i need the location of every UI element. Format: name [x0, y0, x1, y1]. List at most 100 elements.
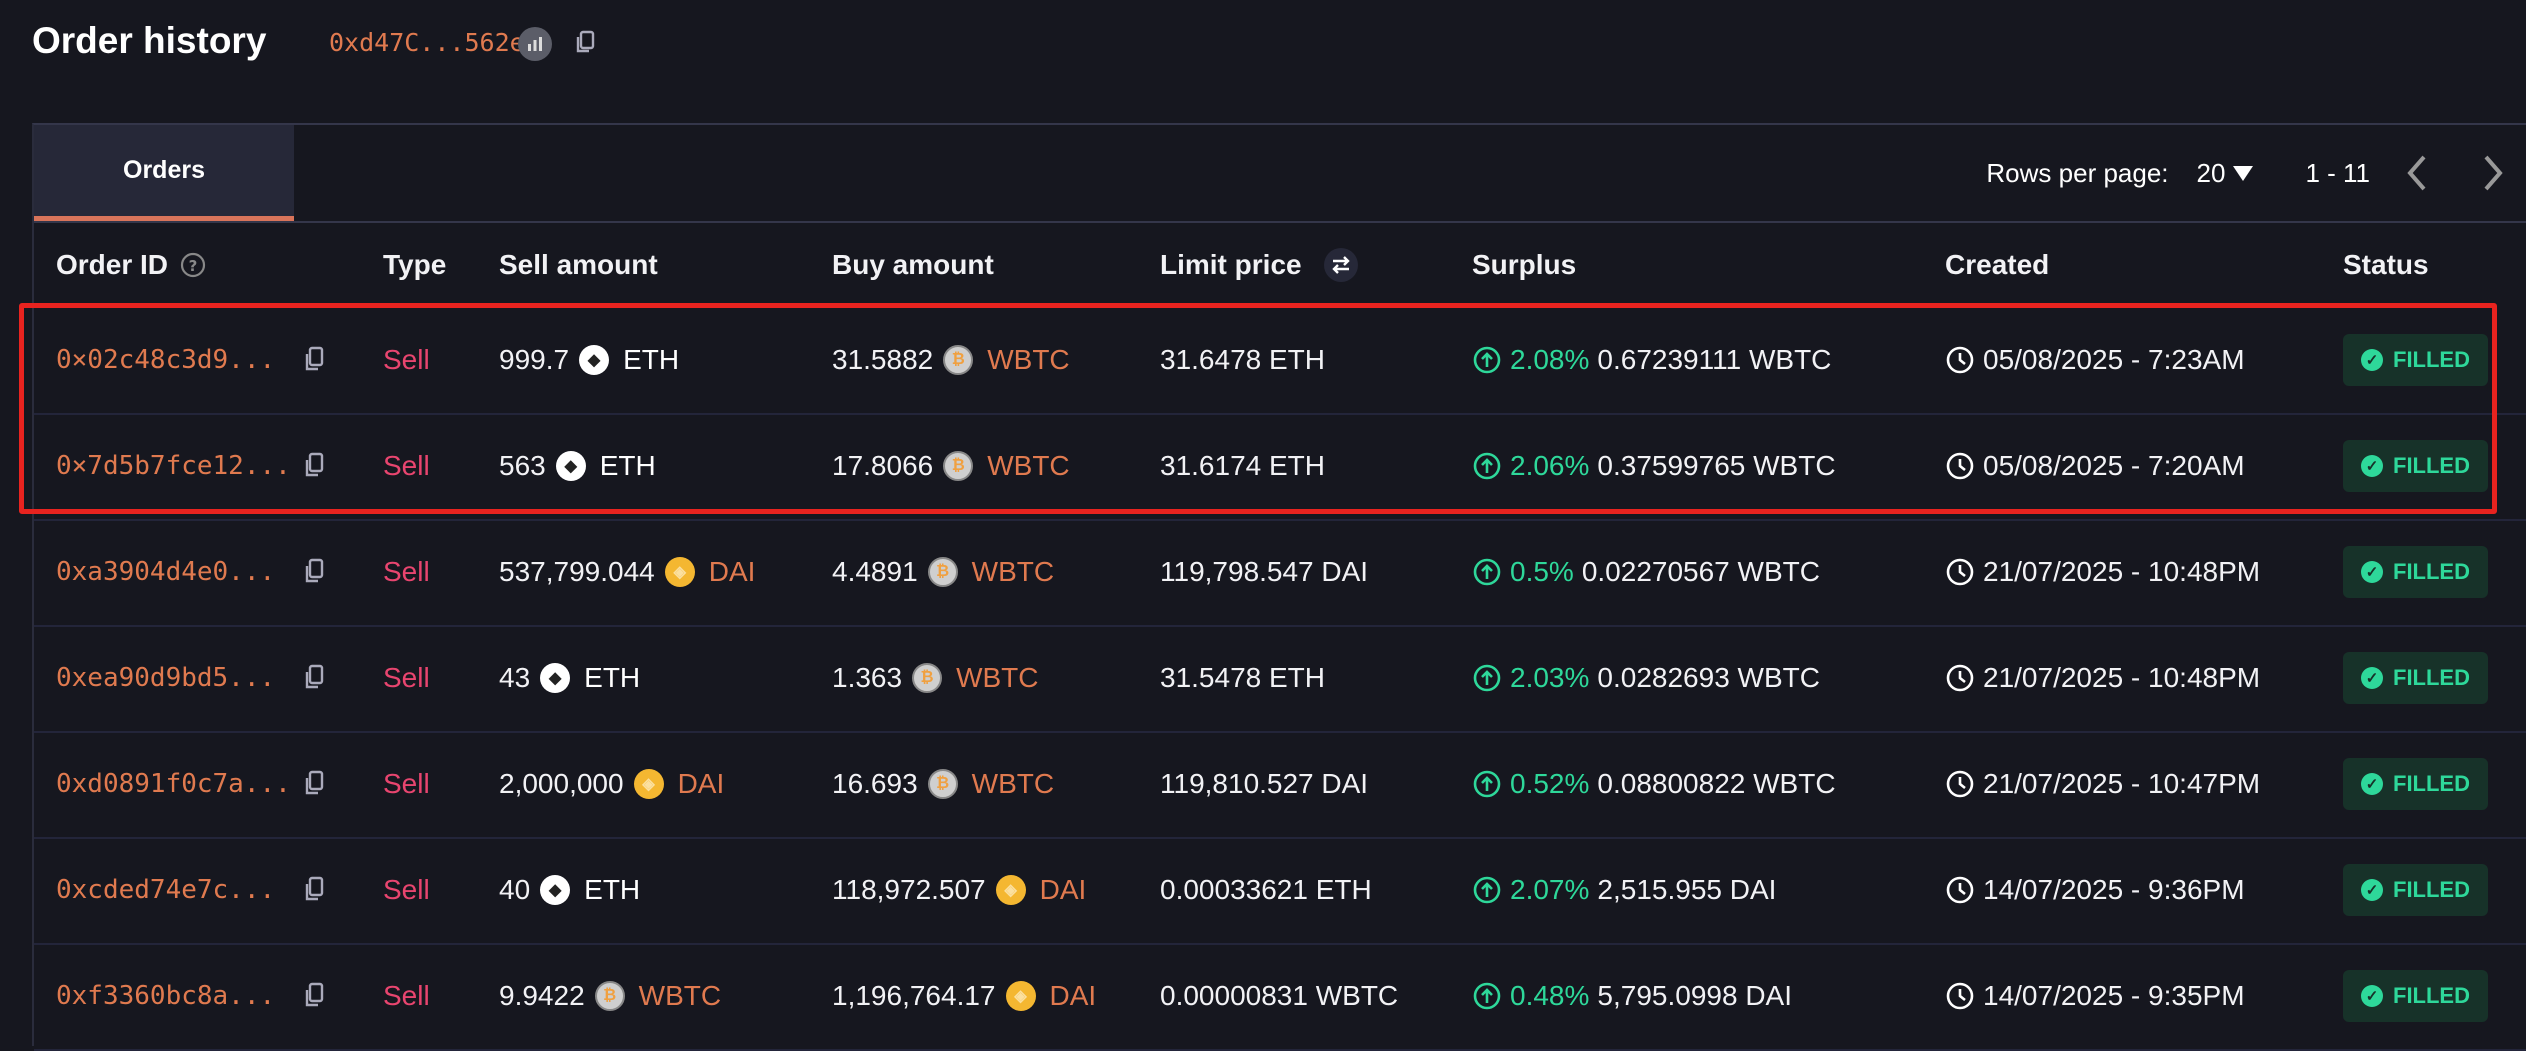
- order-type: Sell: [383, 662, 430, 693]
- page-title: Order history: [32, 20, 267, 61]
- surplus-percent: 2.08%: [1510, 344, 1590, 375]
- sell-token-link[interactable]: ETH: [599, 450, 656, 481]
- surplus: 2.06% 0.37599765 WBTC: [1472, 413, 1836, 519]
- column-header-sell-amount: Sell amount: [499, 223, 658, 307]
- caret-down-icon: [2233, 166, 2254, 181]
- order-id-link[interactable]: 0×02c48c3d9...: [56, 345, 276, 375]
- eth-token-icon: ◆: [540, 663, 571, 693]
- sell-token-link[interactable]: ETH: [584, 874, 641, 905]
- surplus-percent: 0.48%: [1510, 980, 1590, 1011]
- order-id-link[interactable]: 0xf3360bc8a...: [56, 981, 276, 1011]
- buy-token-link[interactable]: DAI: [1039, 874, 1087, 905]
- created: 14/07/2025 - 9:35PM: [1945, 943, 2245, 1049]
- arrow-up-circle-icon: [1473, 346, 1501, 374]
- wbtc-token-icon: ₿: [912, 663, 943, 693]
- eth-token-icon: ◆: [579, 345, 610, 375]
- help-icon[interactable]: ?: [180, 252, 206, 278]
- sell-token-link[interactable]: DAI: [677, 768, 725, 799]
- arrow-up-circle-icon: [1473, 770, 1501, 798]
- copy-order-id-icon[interactable]: [302, 307, 326, 413]
- explorer-icon[interactable]: [518, 27, 552, 61]
- clock-icon: [1946, 982, 1974, 1010]
- sell-token-link[interactable]: ETH: [623, 344, 680, 375]
- swap-price-icon[interactable]: [1323, 248, 1358, 282]
- tab-orders[interactable]: Orders: [34, 125, 294, 221]
- surplus: 2.08% 0.67239111 WBTC: [1472, 307, 1831, 413]
- limit-price: 31.6478 ETH: [1160, 344, 1325, 375]
- sell-amount-value: 9.9422: [499, 980, 585, 1011]
- order-id-link[interactable]: 0xea90d9bd5...: [56, 663, 276, 693]
- buy-token-link[interactable]: WBTC: [987, 344, 1070, 375]
- check-icon: ✓: [2361, 349, 2383, 371]
- check-icon: ✓: [2361, 879, 2383, 901]
- buy-amount-value: 17.8066: [832, 450, 934, 481]
- check-icon: ✓: [2361, 667, 2383, 689]
- sell-amount: 537,799.044 ◈ DAI: [499, 519, 755, 625]
- created: 21/07/2025 - 10:48PM: [1945, 519, 2260, 625]
- buy-token-link[interactable]: DAI: [1049, 980, 1097, 1011]
- sell-amount-value: 43: [499, 662, 531, 693]
- order-id-link[interactable]: 0xcded74e7c...: [56, 875, 276, 905]
- buy-token-link[interactable]: WBTC: [971, 768, 1055, 799]
- status-label: FILLED: [2393, 453, 2470, 478]
- surplus: 0.5% 0.02270567 WBTC: [1472, 519, 1820, 625]
- check-icon: ✓: [2361, 985, 2383, 1007]
- arrow-up-circle-icon: [1473, 558, 1501, 586]
- table-row[interactable]: 0xf3360bc8a... Sell 9.9422 ₿ WBTC 1,196,76…: [34, 943, 2526, 1051]
- buy-token-link[interactable]: WBTC: [956, 662, 1039, 693]
- buy-amount: 1,196,764.17 ◈ DAI: [832, 943, 1096, 1049]
- order-id-link[interactable]: 0xd0891f0c7a...: [56, 769, 291, 799]
- created-date: 05/08/2025 - 7:23AM: [1983, 344, 2245, 375]
- sell-token-link[interactable]: ETH: [584, 662, 641, 693]
- status-label: FILLED: [2393, 771, 2470, 796]
- sell-token-link[interactable]: DAI: [708, 556, 756, 587]
- wallet-address-link[interactable]: 0xd47C...562e: [329, 28, 525, 57]
- created-date: 21/07/2025 - 10:48PM: [1983, 556, 2261, 587]
- rows-per-page-value: 20: [2196, 157, 2226, 188]
- column-header-label: Buy amount: [832, 249, 994, 280]
- wbtc-token-icon: ₿: [927, 769, 958, 799]
- copy-order-id-icon[interactable]: [302, 625, 326, 731]
- status-badge: ✓ FILLED: [2343, 546, 2488, 598]
- table-row[interactable]: 0×02c48c3d9... Sell 999.7 ◆ ETH 31.5882 ₿ WB…: [34, 307, 2526, 415]
- buy-token-link[interactable]: WBTC: [971, 556, 1055, 587]
- table-row[interactable]: 0xcded74e7c... Sell 40 ◆ ETH 118,972.507 ◈ D…: [34, 837, 2526, 945]
- sell-amount: 43 ◆ ETH: [499, 625, 640, 731]
- chevron-right-icon[interactable]: [2472, 151, 2512, 195]
- sell-amount: 563 ◆ ETH: [499, 413, 656, 519]
- chevron-left-icon[interactable]: [2398, 151, 2438, 195]
- created: 14/07/2025 - 9:36PM: [1945, 837, 2245, 943]
- copy-order-id-icon[interactable]: [302, 943, 326, 1049]
- table-row[interactable]: 0xd0891f0c7a... Sell 2,000,000 ◈ DAI 16.69…: [34, 731, 2526, 839]
- table-row[interactable]: 0xea90d9bd5... Sell 43 ◆ ETH 1.363 ₿ WBTC 31…: [34, 625, 2526, 733]
- sell-token-link[interactable]: WBTC: [638, 980, 722, 1011]
- clock-icon: [1946, 770, 1974, 798]
- copy-order-id-icon[interactable]: [302, 731, 326, 837]
- copy-order-id-icon[interactable]: [302, 413, 326, 519]
- created-date: 21/07/2025 - 10:48PM: [1983, 662, 2261, 693]
- column-header-order-id: Order ID?: [56, 223, 206, 307]
- buy-amount-value: 16.693: [832, 768, 918, 799]
- buy-amount-value: 1.363: [832, 662, 903, 693]
- order-id-link[interactable]: 0xa3904d4e0...: [56, 557, 276, 587]
- page-range: 1 - 11: [2305, 157, 2370, 188]
- table-row[interactable]: 0×7d5b7fce12... Sell 563 ◆ ETH 17.8066 ₿ WBT…: [34, 413, 2526, 521]
- order-type: Sell: [383, 874, 430, 905]
- buy-token-link[interactable]: WBTC: [987, 450, 1070, 481]
- status: ✓ FILLED: [2343, 837, 2488, 943]
- check-icon: ✓: [2361, 455, 2383, 477]
- copy-address-icon[interactable]: [570, 28, 600, 58]
- buy-amount-value: 31.5882: [832, 344, 934, 375]
- status-label: FILLED: [2393, 665, 2470, 690]
- copy-order-id-icon[interactable]: [302, 837, 326, 943]
- table-row[interactable]: 0xa3904d4e0... Sell 537,799.044 ◈ DAI 4.48…: [34, 519, 2526, 627]
- status-badge: ✓ FILLED: [2343, 652, 2488, 704]
- status: ✓ FILLED: [2343, 943, 2488, 1049]
- rows-per-page-select[interactable]: 20: [2197, 158, 2256, 189]
- order-id-link[interactable]: 0×7d5b7fce12...: [56, 451, 291, 481]
- surplus-percent: 0.5%: [1510, 556, 1574, 587]
- copy-order-id-icon[interactable]: [302, 519, 326, 625]
- surplus-amount: 5,795.0998 DAI: [1597, 980, 1792, 1011]
- surplus-percent: 2.06%: [1510, 450, 1590, 481]
- dai-token-icon: ◈: [633, 769, 664, 799]
